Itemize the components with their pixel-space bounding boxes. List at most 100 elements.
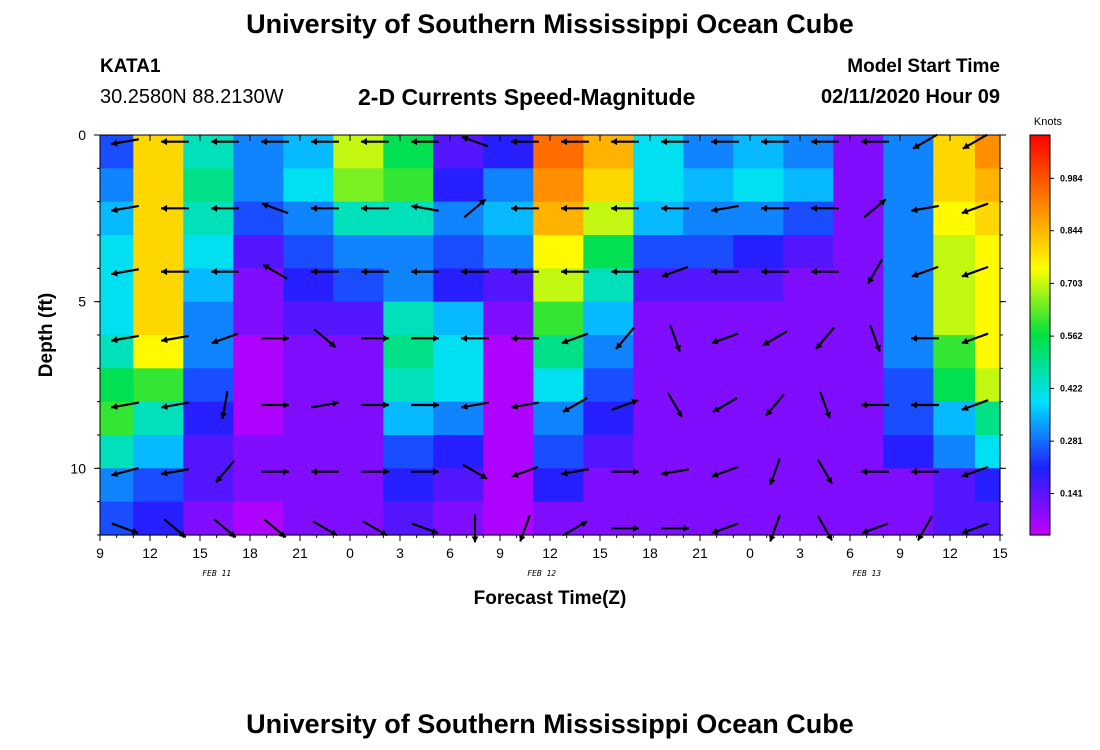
colorbar-step — [1030, 237, 1050, 241]
current-vector — [711, 138, 739, 146]
heatmap-cell — [733, 201, 784, 236]
colorbar-step — [1030, 142, 1050, 146]
vector-head — [761, 138, 767, 146]
heatmap-cell — [683, 435, 734, 469]
heatmap-cell — [683, 368, 734, 403]
current-vector — [611, 138, 639, 146]
colorbar-step — [1030, 185, 1050, 189]
vector-head — [161, 469, 168, 477]
vector-head — [480, 472, 488, 479]
station-coordinates: 30.2580N 88.2130W — [100, 86, 284, 108]
model-start-value: 02/11/2020 Hour 09 — [820, 86, 1000, 108]
vector-head — [561, 138, 567, 146]
colorbar-step — [1030, 150, 1050, 154]
vector-head — [616, 342, 623, 350]
heatmap-cell — [383, 435, 434, 469]
current-vector — [111, 401, 139, 410]
heatmap-cell — [533, 235, 584, 269]
heatmap-cell — [433, 401, 484, 436]
colorbar-step — [1030, 517, 1050, 521]
colorbar-step — [1030, 365, 1050, 369]
vector-head — [661, 138, 667, 146]
heatmap-cell — [183, 135, 234, 169]
x-tick-label: 9 — [96, 545, 104, 561]
current-vector — [562, 520, 588, 537]
colorbar-step — [1030, 137, 1050, 141]
colorbar-step — [1030, 225, 1050, 229]
heatmap-cell — [483, 135, 534, 169]
colorbar-step — [1030, 445, 1050, 449]
current-vector — [211, 268, 239, 276]
heatmap-cell — [383, 335, 434, 369]
current-vector — [261, 334, 289, 342]
heatmap-cell — [433, 435, 484, 469]
current-vector — [561, 332, 589, 345]
x-tick-label: 15 — [192, 545, 208, 561]
colorbar-step — [1030, 465, 1050, 469]
heatmap-cell — [583, 268, 634, 303]
current-vector — [311, 268, 339, 276]
colorbar-step — [1030, 527, 1050, 531]
colorbar-step — [1030, 152, 1050, 156]
colorbar-step — [1030, 502, 1050, 506]
heatmap-cell — [583, 201, 634, 236]
vector-head — [633, 468, 639, 476]
heatmap-cell — [633, 468, 684, 503]
vector-head — [561, 268, 567, 276]
heatmap-cell — [783, 168, 834, 203]
vector-head — [111, 269, 118, 277]
heatmap-cell — [483, 501, 534, 536]
colorbar-step — [1030, 442, 1050, 446]
current-vector — [313, 328, 337, 349]
current-vector — [111, 334, 139, 344]
vector-head — [161, 268, 167, 276]
heatmap-cell — [733, 401, 784, 436]
current-vector — [361, 468, 389, 476]
colorbar-step — [1030, 302, 1050, 306]
colorbar-step — [1030, 252, 1050, 256]
current-vector — [669, 324, 682, 352]
current-vector — [911, 468, 939, 476]
colorbar-step — [1030, 392, 1050, 396]
colorbar-step — [1030, 500, 1050, 504]
current-vector — [471, 514, 479, 543]
heatmap-cell — [383, 235, 434, 269]
colorbar-step — [1030, 507, 1050, 511]
vector-head — [611, 204, 617, 212]
vector-head — [911, 401, 917, 409]
colorbar-step — [1030, 362, 1050, 366]
colorbar-step — [1030, 272, 1050, 276]
colorbar-step — [1030, 257, 1050, 261]
plot-title: 2-D Currents Speed-Magnitude — [358, 84, 696, 110]
colorbar-step — [1030, 450, 1050, 454]
heatmap-cell — [833, 501, 884, 536]
vector-head — [561, 204, 567, 212]
vector-head — [471, 536, 479, 543]
heatmap-cell — [433, 268, 484, 303]
current-vector — [215, 460, 235, 484]
heatmap-cell — [783, 201, 834, 236]
current-vector — [163, 518, 187, 539]
current-vector — [861, 138, 889, 146]
heatmap-cell — [833, 268, 884, 303]
x-tick-label: 9 — [496, 545, 504, 561]
colorbar-step — [1030, 440, 1050, 444]
colorbar-step — [1030, 262, 1050, 266]
colorbar-step — [1030, 522, 1050, 526]
colorbar-step — [1030, 245, 1050, 249]
vector-head — [461, 135, 469, 143]
current-vector — [161, 468, 189, 477]
heatmap-cell — [683, 335, 734, 369]
current-vector — [411, 522, 439, 535]
colorbar-step — [1030, 270, 1050, 274]
heatmap-cell — [383, 468, 434, 503]
current-vector — [667, 392, 683, 418]
colorbar-step — [1030, 355, 1050, 359]
heatmap-cell — [883, 335, 934, 369]
heatmap-cell — [783, 135, 834, 169]
vector-head — [561, 337, 569, 345]
x-tick-label: 12 — [142, 545, 158, 561]
heatmap-cell — [383, 501, 434, 536]
vector-head — [878, 199, 886, 206]
vector-head — [228, 530, 236, 538]
